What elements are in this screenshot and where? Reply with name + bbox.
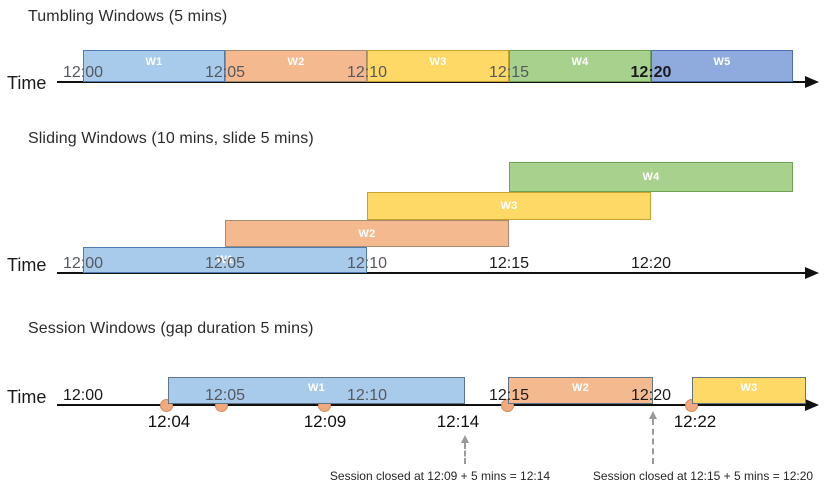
- sliding-tick-1210: 12:10: [346, 255, 388, 272]
- dashed-arrowhead-icon: [461, 435, 469, 443]
- tumbling-window-w1: W1: [83, 50, 225, 82]
- sliding-window-w2: W2: [225, 220, 509, 247]
- session-timeline: [57, 404, 807, 406]
- sliding-tick-1205: 12:05: [204, 255, 246, 272]
- event-label-1222: 12:22: [673, 412, 717, 431]
- event-label-1214: 12:14: [436, 412, 480, 431]
- sliding-timeline: [57, 272, 807, 274]
- tumbling-tick-1215: 12:15: [488, 64, 530, 81]
- session-tick-1205: 12:05: [204, 387, 246, 404]
- session-window-w1: W1: [168, 377, 465, 404]
- tumbling-time-axis-label: Time: [7, 73, 47, 93]
- session-tick-1220: 12:20: [630, 387, 672, 404]
- session-tick-1215: 12:15: [488, 387, 530, 404]
- session-window-w2: W2: [508, 377, 653, 404]
- window-label: W2: [358, 227, 376, 240]
- dashed-arrow-line: [652, 419, 654, 464]
- sliding-section-title: Sliding Windows (10 mins, slide 5 mins): [28, 130, 314, 147]
- session-close-annotation-2: Session closed at 12:15 + 5 mins = 12:20: [592, 469, 814, 483]
- window-label: W5: [713, 56, 731, 68]
- sliding-tick-1200: 12:00: [62, 255, 104, 272]
- dashed-arrow-line: [464, 443, 466, 464]
- sliding-tick-1215: 12:15: [488, 255, 530, 272]
- tumbling-window-w2: W2: [225, 50, 367, 82]
- sliding-window-w1: W1: [83, 247, 367, 273]
- tumbling-window-w4: W4: [509, 50, 651, 82]
- tumbling-tick-1200: 12:00: [62, 64, 104, 81]
- window-label: W4: [571, 56, 589, 68]
- window-label: W3: [500, 200, 518, 212]
- window-label: W1: [145, 56, 163, 68]
- sliding-tick-1220: 12:20: [630, 255, 672, 272]
- event-label-1209: 12:09: [303, 412, 347, 431]
- tumbling-window-w3: W3: [367, 50, 509, 82]
- window-label: W4: [642, 171, 660, 183]
- tumbling-timeline-arrowhead-icon: [805, 76, 819, 88]
- session-close-annotation-1: Session closed at 12:09 + 5 mins = 12:14: [329, 469, 551, 483]
- tumbling-window-w5: W5: [651, 50, 793, 82]
- session-tick-1210: 12:10: [346, 387, 388, 404]
- event-label-1204: 12:04: [147, 412, 191, 431]
- tumbling-section-title: Tumbling Windows (5 mins): [28, 8, 228, 25]
- window-label: W3: [740, 381, 758, 394]
- sliding-window-w3: W3: [367, 192, 651, 220]
- session-tick-1200: 12:00: [62, 387, 104, 404]
- window-label: W3: [429, 56, 447, 68]
- session-window-w3: W3: [692, 377, 806, 404]
- window-label: W2: [571, 381, 590, 394]
- window-label: W2: [287, 56, 305, 68]
- window-label: W1: [216, 254, 234, 266]
- dashed-arrowhead-icon: [649, 411, 657, 419]
- session-time-axis-label: Time: [7, 387, 47, 407]
- tumbling-tick-1210: 12:10: [346, 64, 388, 81]
- tumbling-timeline: [57, 81, 807, 83]
- window-label: W1: [307, 381, 326, 394]
- sliding-timeline-arrowhead-icon: [805, 267, 819, 279]
- tumbling-tick-1220: 12:20: [630, 64, 672, 81]
- session-section-title: Session Windows (gap duration 5 mins): [28, 320, 314, 337]
- sliding-window-w4: W4: [509, 162, 793, 192]
- tumbling-tick-1205: 12:05: [204, 64, 246, 81]
- session-timeline-arrowhead-icon: [805, 399, 819, 411]
- sliding-time-axis-label: Time: [7, 255, 47, 275]
